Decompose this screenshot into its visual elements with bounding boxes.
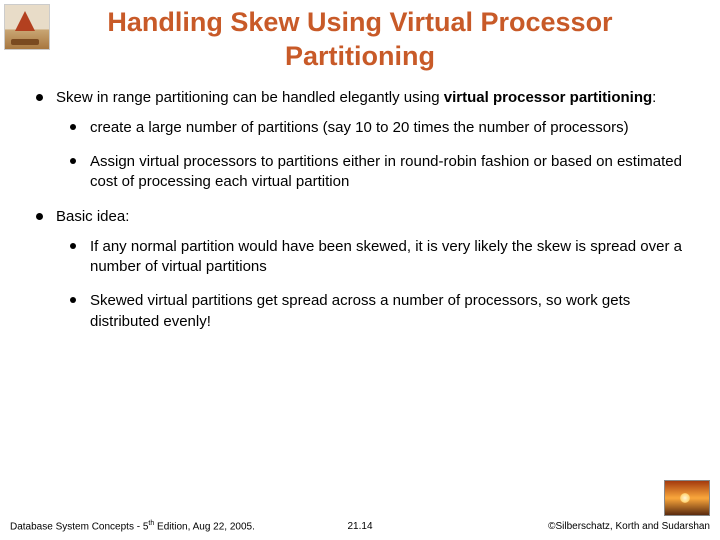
sub-bullet-item: Assign virtual processors to partitions … (56, 152, 696, 193)
sailboat-image (4, 4, 50, 50)
sub-bullet-text: If any normal partition would have been … (90, 238, 682, 275)
bullet-item: Basic idea: If any normal partition woul… (24, 207, 696, 332)
sunset-image (664, 480, 710, 516)
bullet-list: Skew in range partitioning can be handle… (24, 88, 696, 332)
slide-title: Handling Skew Using Virtual Processor Pa… (0, 0, 720, 74)
slide-body: Skew in range partitioning can be handle… (0, 74, 720, 332)
sub-bullet-item: Skewed virtual partitions get spread acr… (56, 291, 696, 332)
bullet-text: : (652, 89, 656, 106)
footer-left: Database System Concepts - 5th Edition, … (10, 520, 255, 532)
footer-right: ©Silberschatz, Korth and Sudarshan (548, 521, 710, 532)
slide: Handling Skew Using Virtual Processor Pa… (0, 0, 720, 540)
footer-left-suffix: Edition, Aug 22, 2005. (154, 521, 255, 532)
bullet-item: Skew in range partitioning can be handle… (24, 88, 696, 193)
footer-center: 21.14 (347, 521, 372, 532)
sub-bullet-text: Assign virtual processors to partitions … (90, 153, 682, 190)
sub-bullet-text: create a large number of partitions (say… (90, 119, 629, 136)
bullet-text-bold: virtual processor partitioning (444, 89, 652, 106)
sub-bullet-list: If any normal partition would have been … (56, 237, 696, 332)
sub-bullet-text: Skewed virtual partitions get spread acr… (90, 292, 630, 329)
sub-bullet-item: If any normal partition would have been … (56, 237, 696, 278)
footer-left-prefix: Database System Concepts - 5 (10, 521, 148, 532)
sub-bullet-item: create a large number of partitions (say… (56, 118, 696, 138)
bullet-text: Basic idea: (56, 208, 129, 225)
bullet-text: Skew in range partitioning can be handle… (56, 89, 444, 106)
footer: Database System Concepts - 5th Edition, … (0, 520, 720, 532)
sub-bullet-list: create a large number of partitions (say… (56, 118, 696, 193)
